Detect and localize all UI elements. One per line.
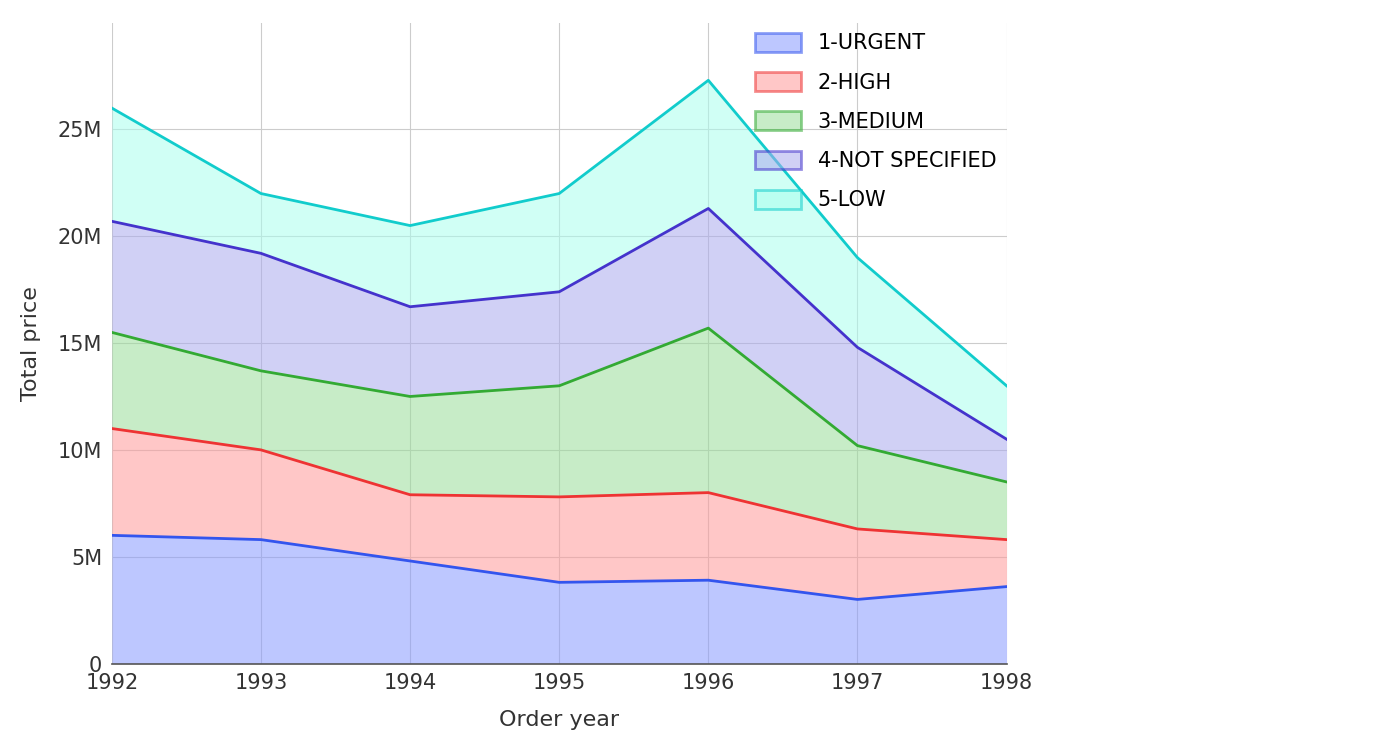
Y-axis label: Total price: Total price — [21, 286, 41, 400]
Legend: 1-URGENT, 2-HIGH, 3-MEDIUM, 4-NOT SPECIFIED, 5-LOW: 1-URGENT, 2-HIGH, 3-MEDIUM, 4-NOT SPECIF… — [755, 33, 997, 210]
X-axis label: Order year: Order year — [499, 710, 619, 730]
